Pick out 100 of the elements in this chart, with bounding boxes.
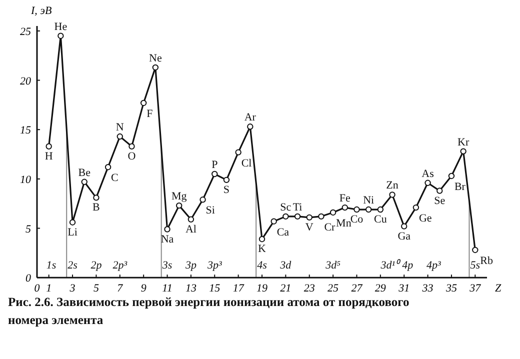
data-label: O (128, 150, 136, 162)
point (69, 219, 76, 226)
x-tick-label: 19 (256, 282, 268, 295)
data-label: Ne (149, 52, 162, 64)
data-label: Cl (241, 157, 252, 170)
data-label: Cr (324, 221, 336, 234)
data-label: H (44, 150, 53, 162)
data-label: K (258, 243, 266, 256)
annotation: 2p³ (112, 260, 128, 272)
data-label: Al (185, 223, 196, 236)
x-tick-label: 15 (209, 282, 221, 295)
annotation: 4s (257, 260, 267, 272)
y-tick-label: 5 (26, 223, 32, 236)
data-label: Zn (386, 180, 399, 192)
point (235, 149, 242, 156)
x-tick-label: 11 (162, 282, 172, 295)
point (176, 202, 182, 209)
data-label: Na (160, 233, 174, 246)
point (152, 64, 159, 71)
data-label: Si (206, 204, 215, 217)
data-label: Se (434, 194, 446, 207)
x-tick-label: 5 (93, 282, 100, 295)
x-tick-label: 33 (421, 282, 434, 295)
point (164, 226, 170, 232)
point (247, 124, 254, 130)
annotation: 3d¹⁰ (380, 258, 402, 272)
data-label: Ca (276, 226, 290, 238)
y-tick-label: 20 (20, 75, 32, 88)
point (93, 194, 100, 201)
point (424, 180, 431, 186)
point (448, 172, 455, 180)
point (46, 143, 52, 150)
annotation: 3p (184, 260, 197, 272)
point (401, 223, 408, 230)
point (223, 176, 230, 184)
data-label: Ti (292, 201, 302, 214)
point (81, 178, 88, 185)
point (116, 133, 123, 140)
point (318, 213, 324, 220)
y-tick-label: 25 (20, 26, 32, 38)
data-label: Ga (398, 230, 411, 242)
x-tick-label: 17 (232, 282, 244, 295)
x-axis-title: Z (495, 282, 502, 295)
annotation: 2p (90, 260, 102, 272)
data-label: Mg (171, 190, 188, 203)
annotation: 3d (279, 260, 292, 272)
data-label: Cu (374, 214, 388, 226)
data-label: N (116, 122, 124, 134)
point (212, 170, 218, 178)
data-label: P (212, 159, 218, 171)
data-label: C (111, 172, 118, 184)
y-tick-label: 10 (20, 174, 32, 186)
x-tick-label: 13 (185, 282, 197, 295)
point (294, 213, 301, 220)
text: Рис. 2.6. Зависимость первой энергии ионизации атома от порядкового номера элемента (8, 295, 410, 327)
point (342, 204, 348, 211)
point (354, 206, 360, 213)
data-label: Ar (244, 112, 256, 124)
x-tick-label: 1 (46, 282, 52, 295)
point (365, 206, 372, 213)
data-label: Br (454, 180, 466, 193)
annotation: 2s (68, 260, 78, 272)
data-label: Sc (280, 201, 292, 214)
point (472, 246, 478, 254)
x-tick-label: 9 (140, 282, 147, 295)
point (188, 216, 194, 222)
point (330, 209, 336, 216)
data-label: F (146, 108, 153, 120)
point (140, 100, 147, 106)
data-label: Be (78, 166, 91, 179)
data-label: Ni (363, 194, 374, 207)
data-label: B (92, 202, 100, 214)
point (436, 188, 443, 194)
point (460, 148, 466, 154)
point (200, 196, 206, 203)
data-label: Fe (339, 192, 351, 205)
annotation: 5s (470, 260, 480, 272)
data-label: V (305, 221, 314, 234)
data-label: Li (68, 226, 78, 238)
point (389, 192, 396, 198)
x-tick-label: 29 (374, 282, 386, 295)
point (412, 204, 420, 211)
x-tick-label: 35 (444, 282, 458, 295)
data-label: S (223, 184, 230, 196)
point (58, 32, 64, 39)
y-tick-label: 0 (26, 272, 32, 285)
x-tick-label: 27 (351, 282, 363, 295)
x-tick-label: 3 (68, 282, 76, 295)
x-tick-label: 7 (117, 282, 124, 295)
annotation: 3s (161, 260, 172, 272)
data-label: Co (350, 214, 364, 226)
point (258, 236, 266, 242)
data-label: Mn (336, 217, 352, 230)
annotation: 3d⁵ (324, 260, 341, 272)
data-label: As (422, 168, 434, 180)
point (104, 164, 112, 170)
annotation: 3p³ (206, 260, 222, 272)
data-label: Ge (418, 212, 432, 225)
x-tick-label: 37 (468, 282, 482, 295)
annotation: 1s (46, 260, 56, 272)
